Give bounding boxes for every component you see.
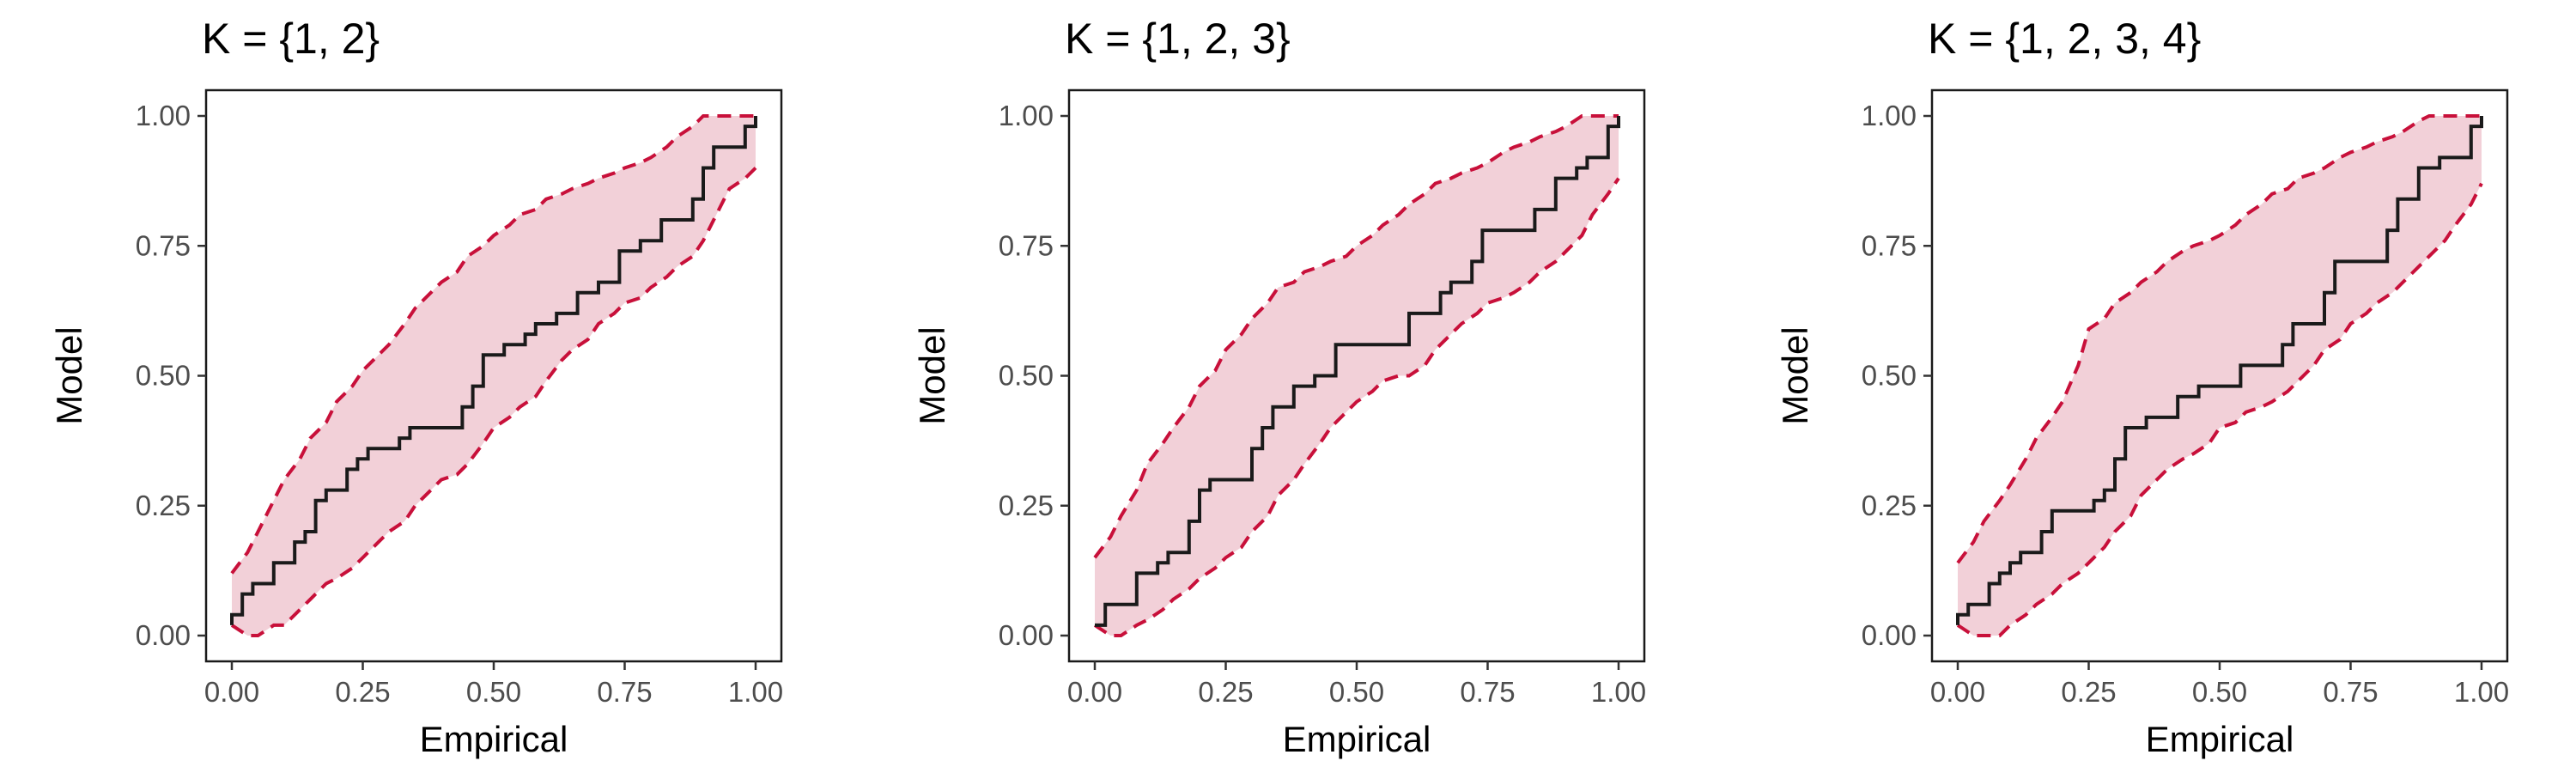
band-lower-line [1093,177,1620,637]
panel-2: 0.00 0.25 0.50 0.75 1.00 0.00 0.25 0.50 0.75 1.00… [912,15,1646,759]
panel-1: 0.00 0.25 0.50 0.75 1.00 0.00 0.25 0.50 0.75 1.00… [49,15,783,759]
panel-title: K = {1, 2, 3} [1065,15,1291,63]
y-tick-label: 0.50 [1862,360,1917,392]
ecdf-step-line [1956,116,2483,625]
y-tick-label: 0.00 [136,619,191,651]
x-tick-label: 0.25 [2061,676,2116,708]
y-tick-label: 0.25 [136,490,191,521]
x-tick-label: 0.00 [204,676,259,708]
band-upper-line [1093,114,1619,559]
x-tick-label: 0.50 [466,676,521,708]
x-axis-title: Empirical [1283,719,1431,759]
x-axis-title: Empirical [420,719,568,759]
y-tick-label: 0.50 [136,360,191,392]
x-tick-label: 0.25 [1198,676,1253,708]
x-tick-label: 0.00 [1930,676,1985,708]
x-tick-label: 0.75 [1460,676,1515,708]
x-axis-title: Empirical [2146,719,2294,759]
y-tick-label: 0.75 [999,229,1054,261]
y-tick-label: 1.00 [999,100,1054,131]
x-tick-label: 0.50 [2192,676,2247,708]
band-lower-line [230,167,757,637]
y-tick-label: 0.75 [136,229,191,261]
x-tick-label: 1.00 [728,676,783,708]
x-tick-label: 0.25 [335,676,390,708]
x-tick-label: 0.50 [1329,676,1384,708]
confidence-band [1095,116,1619,636]
y-tick-label: 0.25 [999,490,1054,521]
panel-3: 0.00 0.25 0.50 0.75 1.00 0.00 0.25 0.50 0.75 1.00… [1775,15,2509,759]
ecdf-step-line [1095,116,1620,627]
y-tick-label: 1.00 [136,100,191,131]
confidence-band [232,116,756,636]
y-tick-label: 0.25 [1862,490,1917,521]
x-tick-label: 0.00 [1067,676,1122,708]
panel-title: K = {1, 2, 3, 4} [1928,15,2201,63]
y-tick-label: 0.00 [1862,619,1917,651]
band-upper-line [1956,114,2482,564]
y-tick-label: 0.50 [999,360,1054,392]
x-tick-label: 0.75 [2323,676,2378,708]
y-tick-label: 1.00 [1862,100,1917,131]
x-tick-label: 1.00 [2454,676,2509,708]
y-axis-title: Model [1775,326,1815,424]
y-axis-title: Model [49,326,89,424]
confidence-band [1958,116,2482,636]
y-tick-label: 0.00 [999,619,1054,651]
ecdf-step-line [230,116,757,625]
x-tick-label: 1.00 [1591,676,1646,708]
band-upper-line [230,114,756,575]
x-tick-label: 0.75 [597,676,652,708]
y-tick-label: 0.75 [1862,229,1917,261]
band-lower-line [1956,182,2483,637]
panel-title: K = {1, 2} [202,15,380,63]
y-axis-title: Model [912,326,952,424]
